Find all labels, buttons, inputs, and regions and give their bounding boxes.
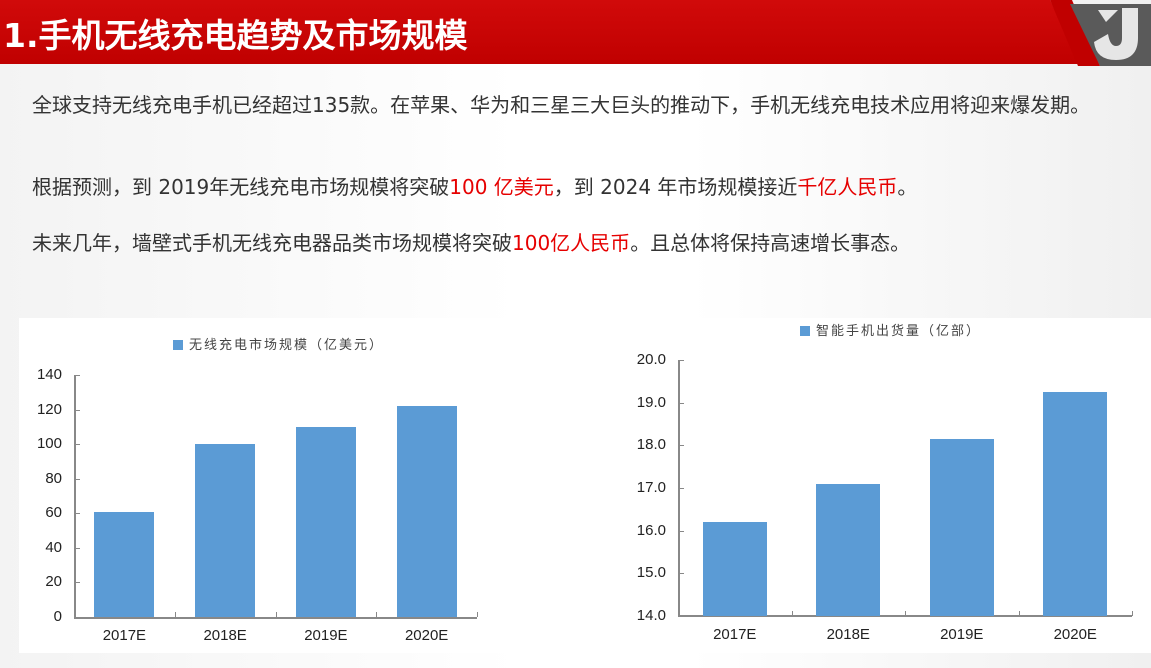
y-tick-label: 20.0: [636, 351, 666, 368]
bar-2019E: [929, 438, 994, 616]
paragraph-2-text-1: 根据预测，到 2019年无线充电市场规模将突破: [32, 175, 450, 199]
y-tick-mark: [74, 513, 80, 515]
paragraph-2-text-3: 。: [897, 175, 918, 199]
bar-2018E: [816, 483, 881, 616]
paragraph-3: 未来几年，墙壁式手机无线充电器品类市场规模将突破100亿人民币。且总体将保持高速…: [32, 228, 910, 258]
y-tick-label: 120: [36, 400, 62, 418]
highlight-10-billion-rmb: 100亿人民币: [512, 231, 631, 255]
x-tick-label: 2020E: [1053, 626, 1097, 643]
company-logo-icon: [1050, 0, 1151, 66]
slide-header: 1.手机无线充电趋势及市场规模: [0, 0, 1151, 66]
y-tick-mark: [74, 582, 80, 584]
x-tick-mark: [174, 612, 176, 617]
y-tick-mark: [74, 547, 80, 549]
paragraph-2-text-2: ，到 2024 年市场规模接近: [553, 175, 798, 199]
y-tick-label: 19.0: [636, 393, 666, 411]
x-tick-mark: [1018, 611, 1020, 616]
y-tick-label: 60: [45, 504, 62, 522]
title-banner: [0, 0, 1080, 64]
chart1-legend: 无线充电市场规模（亿美元）: [173, 334, 384, 353]
legend-swatch: [173, 340, 183, 350]
x-tick-mark: [477, 612, 478, 617]
x-tick-mark: [1132, 611, 1133, 616]
slide-title: 1.手机无线充电趋势及市场规模: [3, 16, 468, 55]
paragraph-1: 全球支持无线充电手机已经超过135款。在苹果、华为和三星三大巨头的推动下，手机无…: [32, 93, 1091, 117]
x-tick-label: 2019E: [940, 626, 984, 643]
y-tick-label: 100: [36, 435, 62, 453]
chart2-y-axis: [678, 360, 680, 616]
legend-swatch: [800, 326, 810, 336]
y-tick-label: 16.0: [636, 521, 666, 539]
y-tick-mark: [74, 409, 80, 411]
paragraph-3-text-1: 未来几年，墙壁式手机无线充电器品类市场规模将突破: [32, 231, 512, 255]
x-tick-label: 2018E: [826, 626, 870, 643]
y-tick-label: 17.0: [636, 479, 666, 496]
y-tick-label: 80: [45, 469, 62, 487]
x-tick-mark: [275, 612, 277, 617]
y-tick-mark: [74, 444, 80, 446]
x-tick-label: 2019E: [304, 627, 348, 644]
chart1-y-axis: [74, 376, 76, 618]
chart1-legend-label: 无线充电市场规模（亿美元）: [189, 338, 385, 353]
y-tick-label: 140: [36, 366, 62, 383]
bar-2020E: [1043, 392, 1108, 616]
y-tick-label: 40: [45, 538, 62, 556]
y-tick-label: 15.0: [636, 564, 666, 582]
chart2-x-axis: [678, 615, 1132, 617]
chart1-x-axis: [74, 617, 477, 619]
y-tick-label: 14.0: [636, 607, 666, 624]
smartphone-shipments-chart: 智能手机出货量（亿部） 14.0 15.0 16.0 17.0 18.0 19.0 20.0…: [612, 318, 1151, 653]
highlight-hundred-billion-rmb: 千亿人民币: [797, 175, 898, 199]
y-tick-label: 20: [45, 573, 62, 591]
bar-2020E: [396, 406, 457, 617]
x-tick-mark: [791, 611, 793, 616]
bar-2017E: [94, 511, 155, 617]
y-tick-mark: [74, 375, 80, 376]
paragraph-3-text-2: 。且总体将保持高速增长事态。: [630, 231, 911, 255]
y-tick-mark: [678, 402, 684, 404]
paragraph-2: 根据预测，到 2019年无线充电市场规模将突破100 亿美元，到 2024 年市…: [32, 172, 917, 202]
y-tick-mark: [74, 478, 80, 480]
chart2-legend: 智能手机出货量（亿部）: [800, 320, 981, 339]
chart2-legend-label: 智能手机出货量（亿部）: [816, 324, 982, 339]
x-tick-label: 2017E: [713, 626, 757, 643]
y-tick-mark: [678, 445, 684, 447]
bar-2018E: [195, 444, 256, 617]
x-tick-label: 2018E: [203, 627, 247, 644]
y-tick-label: 18.0: [636, 436, 666, 454]
highlight-100-billion-usd: 100 亿美元: [449, 175, 554, 199]
y-tick-mark: [678, 573, 684, 575]
x-tick-label: 2020E: [404, 627, 449, 644]
y-tick-mark: [678, 530, 684, 532]
wireless-charging-market-chart: 无线充电市场规模（亿美元） 0 20 40 60 80 100 120 140 2017E 20…: [19, 318, 552, 653]
y-tick-mark: [678, 360, 684, 361]
x-tick-mark: [905, 611, 906, 616]
y-tick-label: 0: [53, 608, 62, 625]
y-tick-mark: [678, 488, 684, 489]
x-tick-label: 2017E: [102, 627, 147, 644]
bar-2019E: [295, 426, 356, 617]
x-tick-mark: [376, 612, 378, 617]
bar-2017E: [702, 522, 767, 616]
